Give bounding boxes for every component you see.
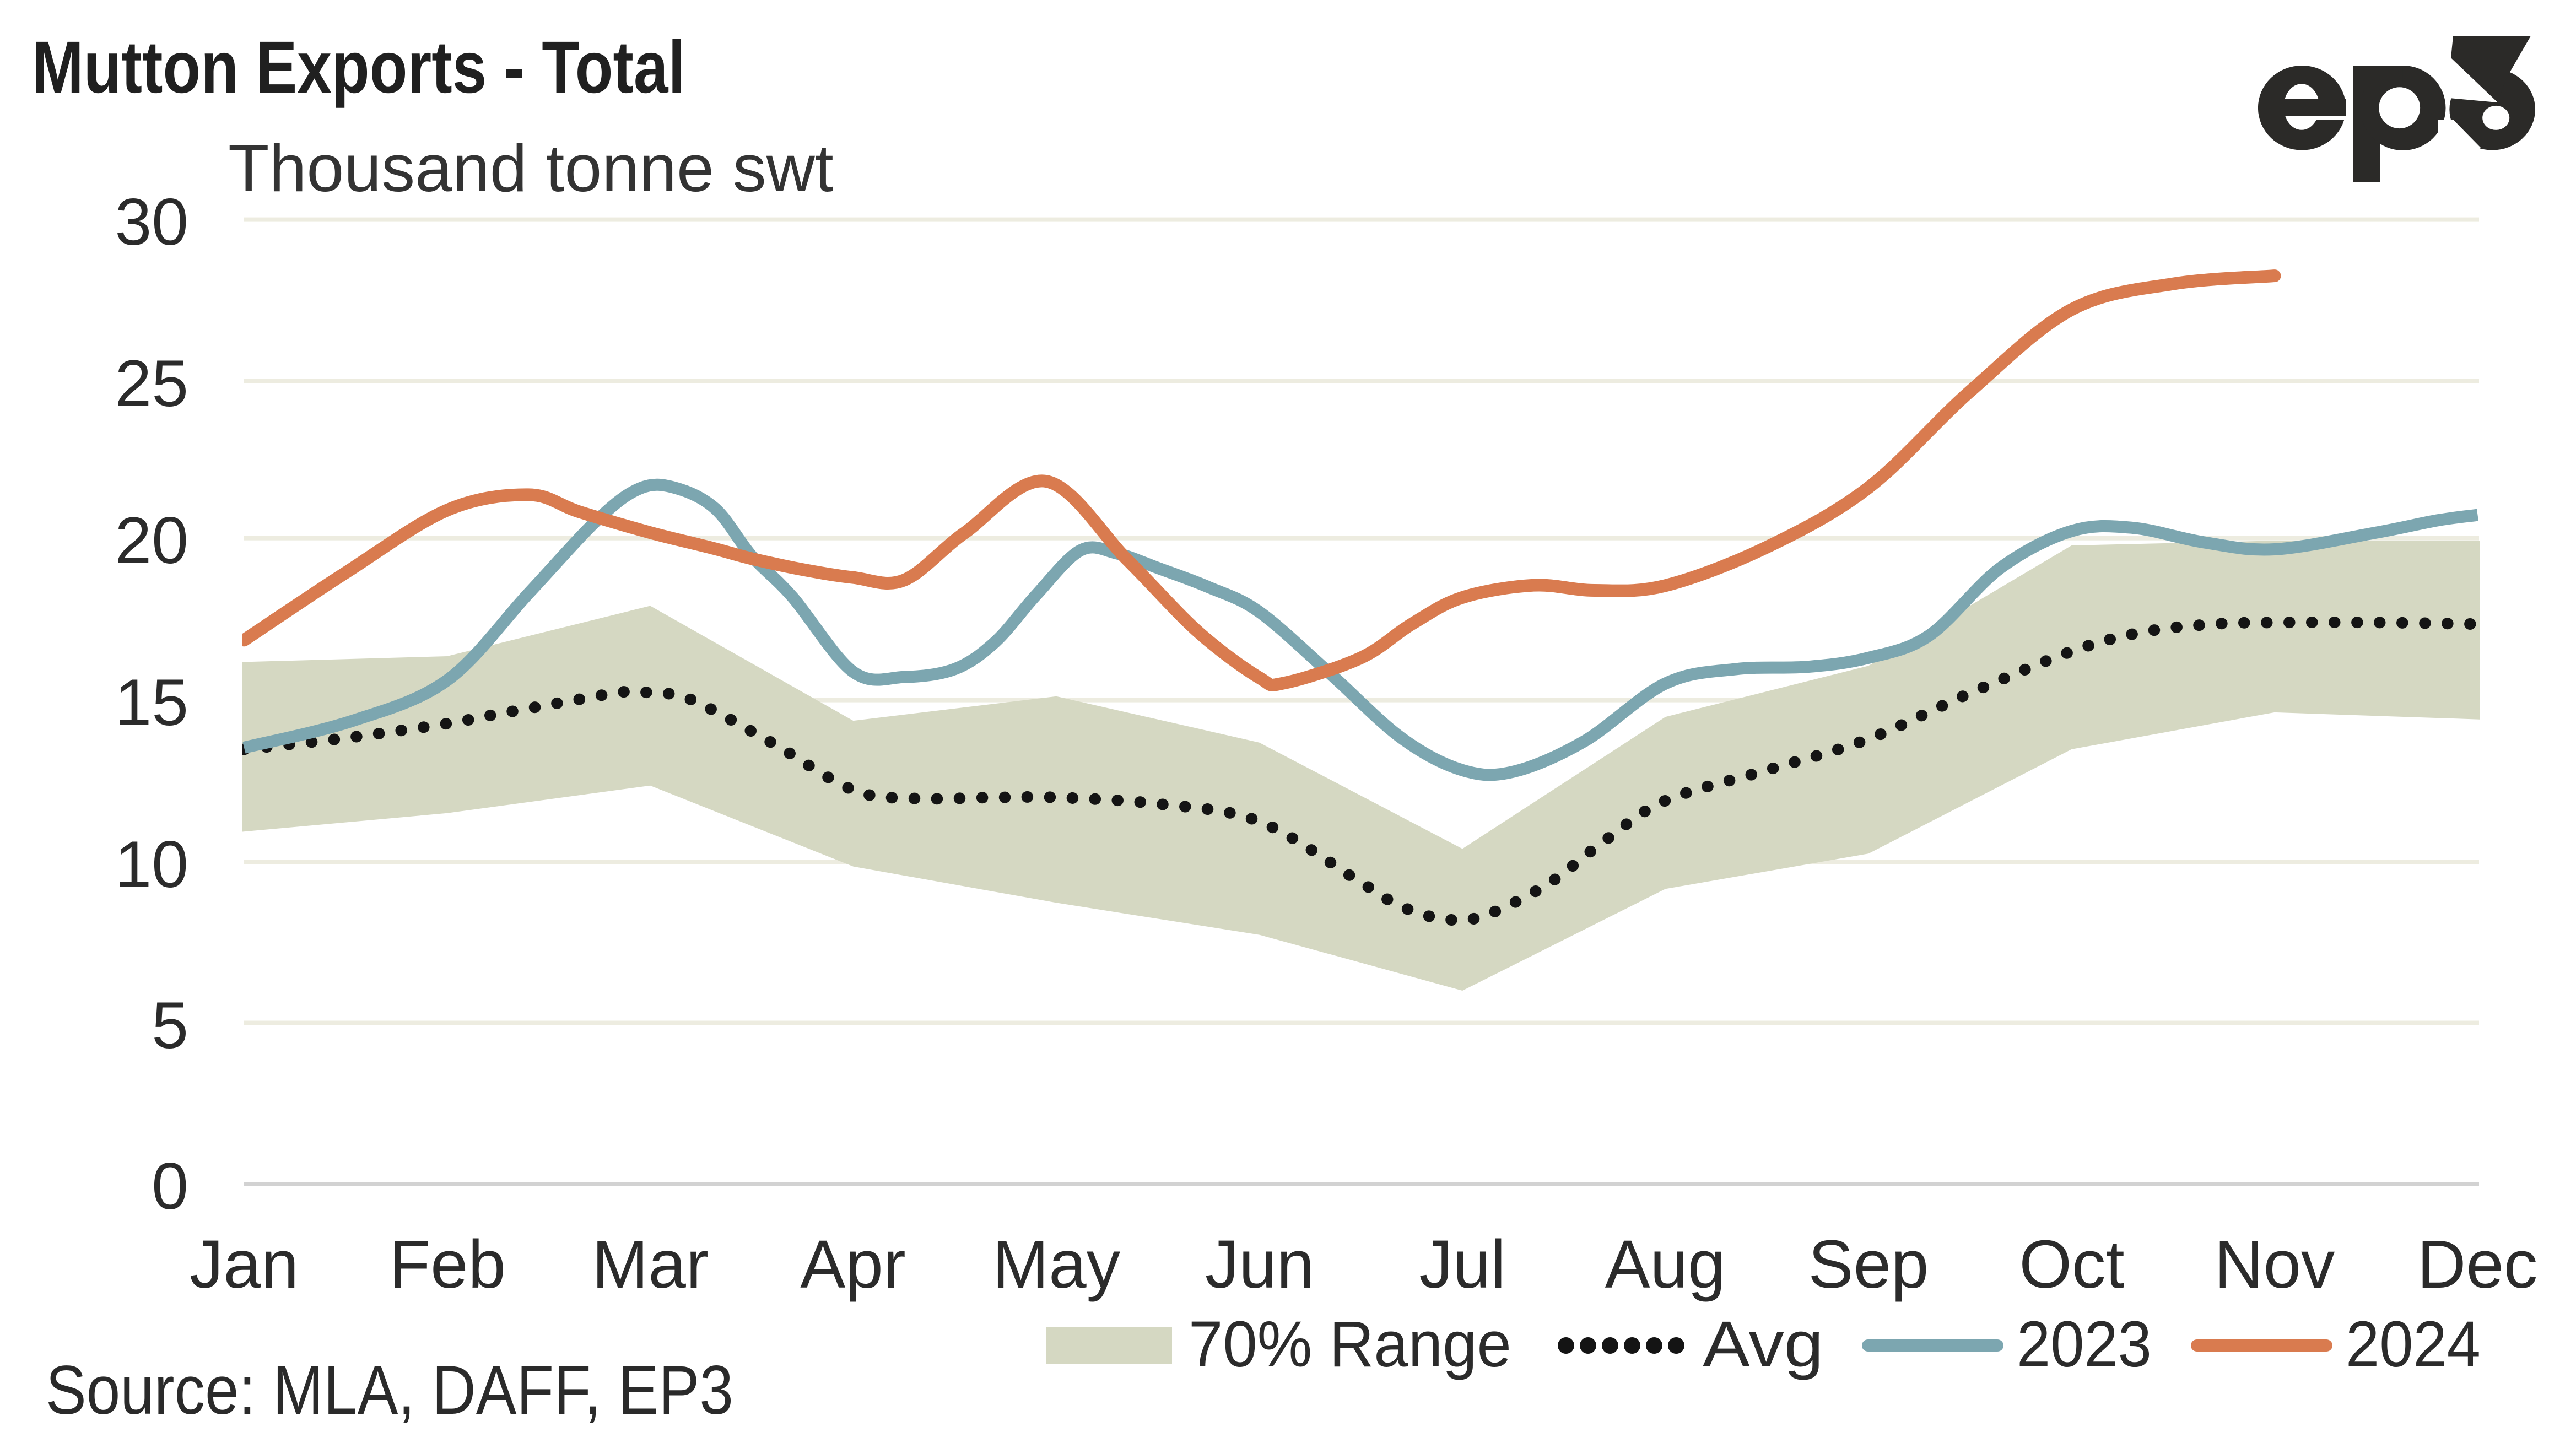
svg-text:Mutton Exports - Total: Mutton Exports - Total [32, 26, 685, 109]
svg-text:Sep: Sep [1808, 1227, 1929, 1303]
svg-text:Jul: Jul [1419, 1227, 1505, 1303]
svg-text:Jan: Jan [190, 1227, 299, 1303]
svg-text:Mar: Mar [592, 1227, 709, 1303]
svg-text:Nov: Nov [2215, 1227, 2335, 1303]
svg-text:Aug: Aug [1605, 1227, 1726, 1303]
svg-text:Source: MLA, DAFF, EP3: Source: MLA, DAFF, EP3 [46, 1352, 733, 1429]
svg-text:5: 5 [152, 988, 188, 1062]
svg-text:30: 30 [115, 185, 188, 259]
svg-text:Oct: Oct [2019, 1227, 2124, 1303]
svg-text:Feb: Feb [389, 1227, 506, 1303]
svg-text:Thousand tonne swt: Thousand tonne swt [228, 131, 834, 206]
svg-text:Avg: Avg [1703, 1308, 1823, 1381]
svg-text:70% Range: 70% Range [1189, 1308, 1511, 1380]
svg-text:Apr: Apr [800, 1227, 905, 1303]
svg-text:20: 20 [115, 504, 188, 577]
svg-text:15: 15 [115, 666, 188, 739]
svg-text:Jun: Jun [1205, 1227, 1314, 1303]
svg-text:May: May [992, 1227, 1121, 1303]
svg-text:10: 10 [115, 828, 188, 901]
svg-text:Dec: Dec [2417, 1227, 2538, 1303]
svg-text:0: 0 [152, 1149, 188, 1223]
svg-text:2024: 2024 [2346, 1309, 2481, 1381]
svg-text:25: 25 [115, 347, 188, 420]
svg-text:2023: 2023 [2017, 1309, 2152, 1381]
